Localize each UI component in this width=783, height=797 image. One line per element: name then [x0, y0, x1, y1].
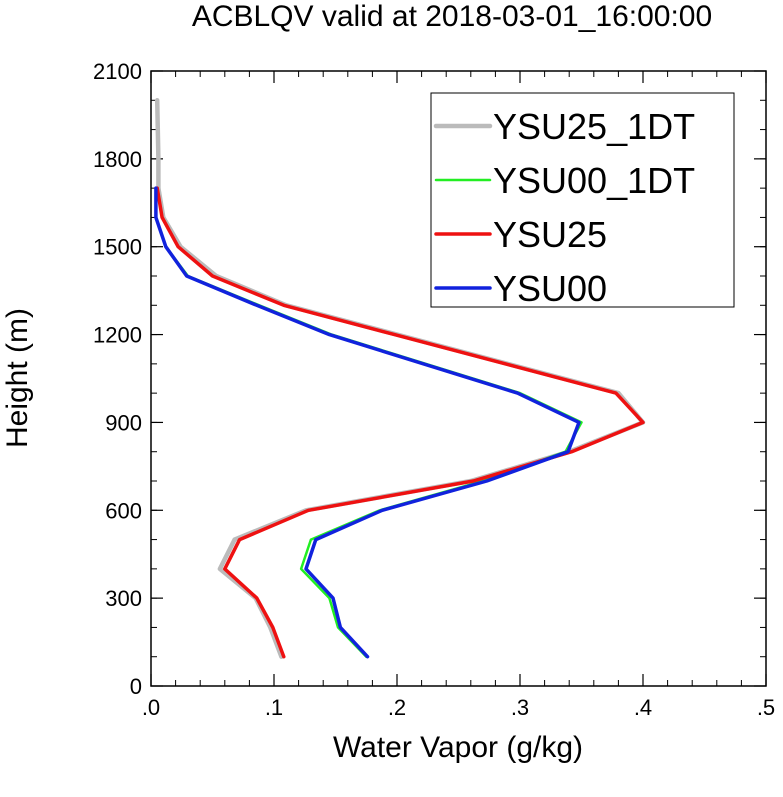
- y-tick-label: 1500: [93, 235, 142, 260]
- x-tick-label: .3: [511, 695, 529, 720]
- series-layer: [154, 98, 646, 659]
- x-axis-label: Water Vapor (g/kg): [333, 731, 583, 764]
- chart-title: ACBLQV valid at 2018-03-01_16:00:00: [192, 0, 712, 33]
- y-tick-label: 1800: [93, 147, 142, 172]
- series-line-ysu25: [155, 186, 645, 659]
- y-axis-label: Height (m): [1, 308, 34, 448]
- legend-label: YSU00: [493, 268, 607, 309]
- legend: YSU25_1DT YSU00_1DT YSU25 YSU00: [430, 92, 735, 309]
- x-tick-label: .0: [142, 695, 160, 720]
- tick-labels: .0 .1 .2 .3 .4 .5 0 300 600 900 1200 1500 1800 2100: [93, 59, 775, 720]
- x-tick-label: .5: [757, 695, 775, 720]
- series-line-ysu00: [154, 186, 581, 659]
- y-tick-label: 900: [105, 410, 142, 435]
- y-tick-label: 0: [130, 674, 142, 699]
- y-tick-label: 300: [105, 586, 142, 611]
- y-tick-label: 2100: [93, 59, 142, 84]
- legend-box: [430, 92, 735, 308]
- legend-label: YSU25_1DT: [493, 106, 695, 147]
- y-tick-label: 600: [105, 498, 142, 523]
- x-tick-label: .2: [388, 695, 406, 720]
- legend-label: YSU25: [493, 214, 607, 255]
- y-tick-label: 1200: [93, 323, 142, 348]
- legend-label: YSU00_1DT: [493, 160, 695, 201]
- plot-frame: [150, 70, 767, 687]
- x-tick-label: .1: [265, 695, 283, 720]
- x-tick-label: .4: [634, 695, 652, 720]
